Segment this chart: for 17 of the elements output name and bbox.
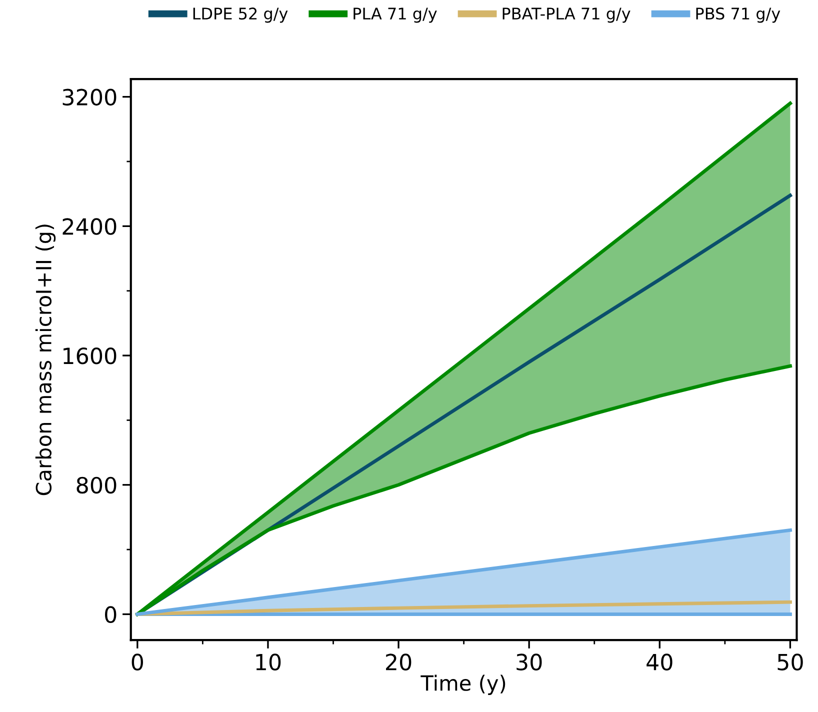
y-tick-label: 3200 [62, 88, 116, 106]
x-tick-label: 20 [386, 654, 412, 670]
x-tick-label: 40 [646, 654, 672, 670]
y-tick-label: 2400 [62, 218, 116, 235]
y-tick-label: 0 [105, 606, 116, 623]
y-tick-label: 1600 [64, 347, 116, 364]
x-tick-label: 50 [778, 654, 803, 670]
x-tick-label: 10 [256, 654, 281, 670]
y-axis-title: Carbon mass microI+II (g) [35, 224, 56, 496]
legend-label: LDPE 52 g/y [193, 8, 288, 23]
legend-label: PLA 71 g/y [354, 8, 437, 23]
x-tick-label: 30 [516, 654, 542, 670]
y-tick-label: 800 [76, 476, 116, 494]
legend-label: PBS 71 g/y [696, 8, 780, 23]
x-tick-label: 0 [132, 654, 143, 670]
legend-label: PBAT-PLA 71 g/y [502, 8, 630, 23]
x-axis-title: Time (y) [420, 674, 506, 695]
